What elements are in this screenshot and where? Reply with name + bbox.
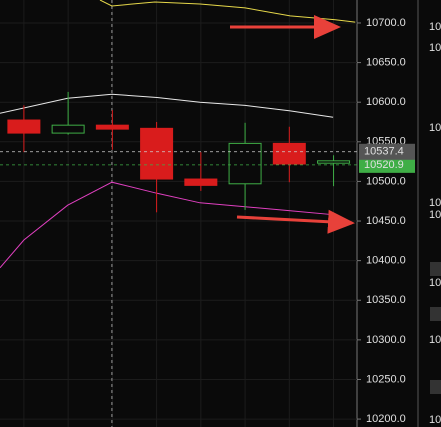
side-label: 10 [429,277,441,289]
y-tick-label: 10400.0 [366,255,406,267]
price-tag [359,156,415,173]
y-tick-label: 10700.0 [366,17,406,29]
candle-body [7,119,41,134]
candle-body [317,160,351,164]
side-label: 10 [429,122,441,134]
plot: 10200.0 10250.0 10300.0 10350.0 10400.0 10450… [0,0,415,427]
y-tick-label: 10300.0 [366,334,406,346]
panel-block [430,262,441,276]
price-tag-label: 10537.4 [364,146,404,158]
y-tick-label: 10650.0 [366,56,406,68]
side-label: 10 [429,197,441,209]
side-label: 10 [429,209,441,221]
candle-body [95,124,129,130]
y-tick-label: 10200.0 [366,413,406,425]
y-tick-label: 10450.0 [366,215,406,227]
candle-body [184,178,218,186]
y-tick-label: 10600.0 [366,96,406,108]
candle-body [140,127,174,180]
side-label: 10 [429,334,441,346]
price-tag [359,143,415,160]
price-tag-label: 10520.9 [364,159,404,171]
candle-body [51,124,85,134]
side-label: 10 [429,42,441,54]
annotation-arrow [236,209,355,234]
indicator-line [0,93,334,118]
side-label: 10 [429,414,441,426]
y-tick-label: 10250.0 [366,373,406,385]
y-tick-label: 10350.0 [366,294,406,306]
y-tick-label: 10500.0 [366,175,406,187]
panel-block [430,307,441,321]
panel-block [430,380,441,394]
axis-panel [358,0,441,427]
candle-body [272,142,306,165]
candle-body [228,142,262,185]
side-label: 10 [429,21,441,33]
